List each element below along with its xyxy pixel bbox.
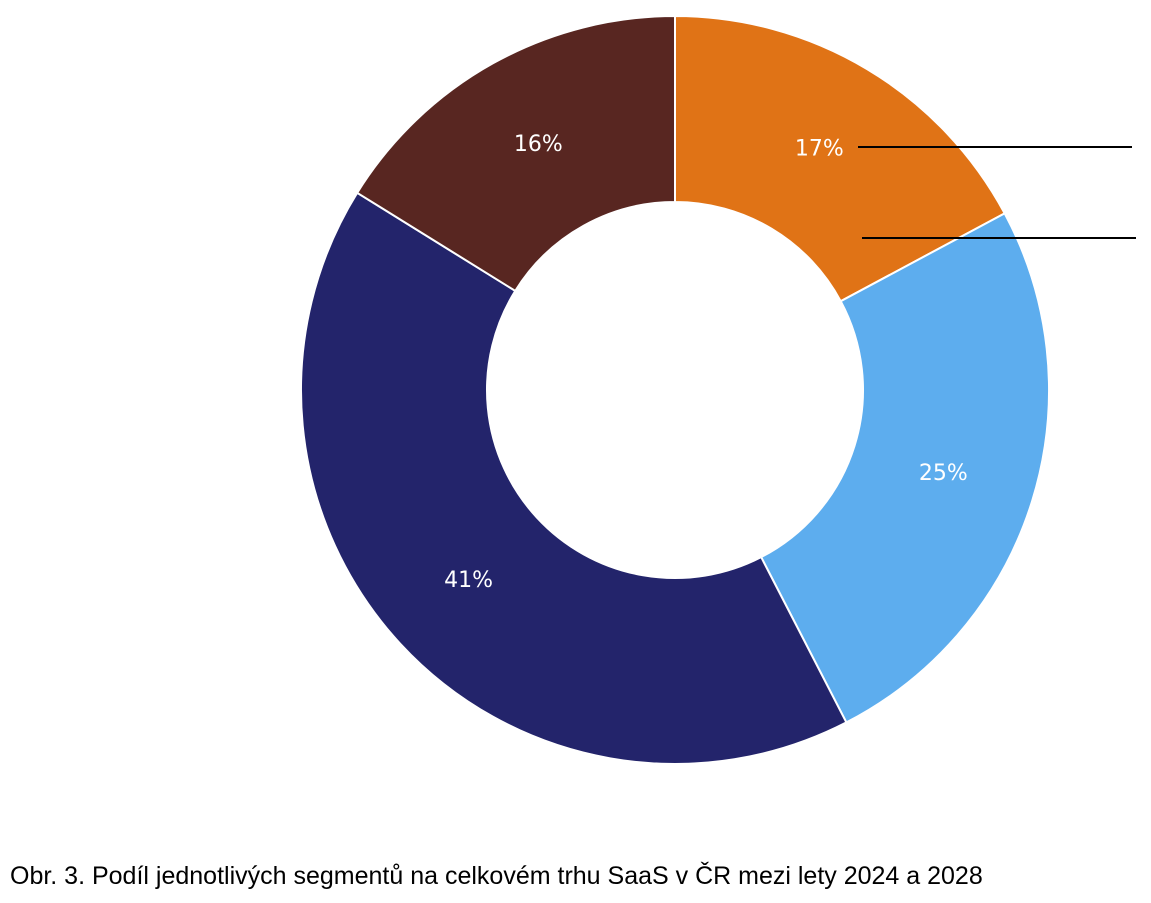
donut-slice-4 xyxy=(355,14,676,293)
donut-slice-2 xyxy=(759,212,1050,724)
slice-label-4: 16% xyxy=(514,132,563,157)
slice-label-1: 17% xyxy=(795,136,844,161)
donut-labels: 17% 25% 41% 16% xyxy=(444,132,968,593)
donut-slice-1 xyxy=(674,14,1007,303)
slice-label-2: 25% xyxy=(919,461,968,486)
slice-label-3: 41% xyxy=(444,568,493,593)
donut-slices xyxy=(300,14,1050,765)
donut-chart: 17% 25% 41% 16% xyxy=(300,14,1136,765)
donut-slice-3 xyxy=(300,191,848,765)
figure-caption: Obr. 3. Podíl jednotlivých segmentů na c… xyxy=(10,862,983,890)
